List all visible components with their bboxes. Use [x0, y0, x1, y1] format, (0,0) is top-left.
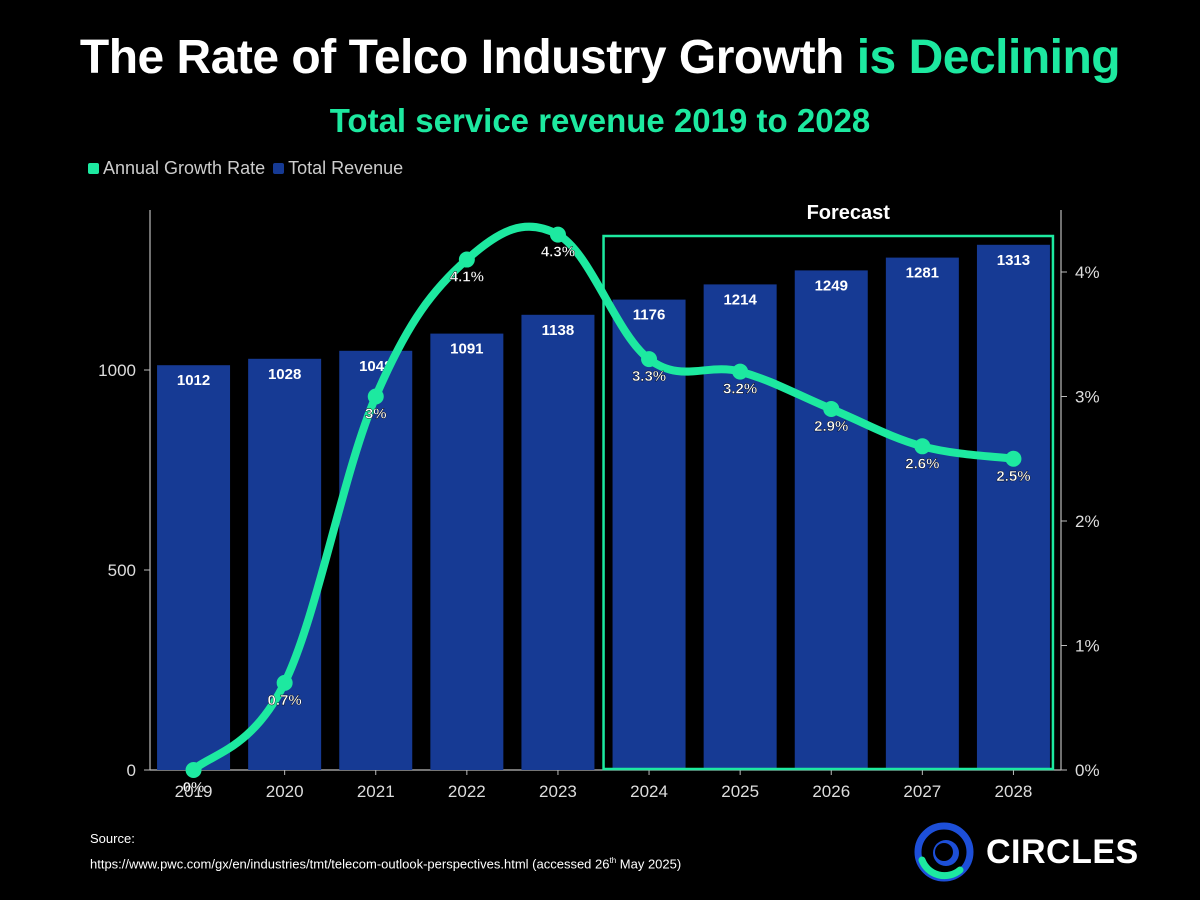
y-right-tick-label: 3% — [1075, 388, 1100, 407]
forecast-box — [602, 234, 1055, 771]
growth-value-label: 0% — [183, 779, 205, 796]
growth-point-2024[interactable] — [641, 351, 658, 368]
title-accent: is Declining — [856, 31, 1121, 84]
growth-point-2023[interactable] — [549, 226, 566, 243]
growth-value-label: 2.5% — [996, 468, 1030, 485]
growth-value-label: 3.2% — [723, 381, 757, 398]
bar-2025[interactable] — [703, 284, 777, 770]
growth-value-label: 3.3% — [632, 368, 666, 385]
source-citation: https://www.pwc.com/gx/en/industries/tmt… — [90, 850, 681, 875]
legend-label-revenue: Total Revenue — [288, 158, 404, 178]
x-tick-label: 2019 — [175, 782, 213, 801]
growth-value-label: 3% — [365, 406, 387, 423]
growth-value-label: 4.3% — [541, 244, 575, 261]
page-subtitle: Total service revenue 2019 to 2028 — [329, 102, 871, 139]
title-main: The Rate of Telco Industry Growth — [79, 31, 845, 84]
legend-item-growth[interactable]: Annual Growth Rate — [88, 158, 265, 179]
source-sup: th — [609, 856, 617, 865]
legend-swatch-revenue — [273, 163, 285, 174]
x-tick-label: 2020 — [266, 782, 304, 801]
bar-2022[interactable] — [430, 333, 504, 770]
y-left-tick-label: 0 — [127, 761, 136, 780]
growth-point-2019[interactable] — [185, 762, 202, 778]
bar-value-label: 1176 — [633, 307, 666, 324]
source-tail: May 2025) — [616, 856, 682, 872]
growth-point-2022[interactable] — [458, 251, 475, 268]
bar-2024[interactable] — [612, 299, 686, 770]
bar-2023[interactable] — [521, 314, 595, 770]
x-tick-label: 2022 — [448, 782, 486, 801]
growth-point-2025[interactable] — [732, 363, 749, 380]
source-label: Source: — [90, 831, 135, 846]
x-tick-label: 2026 — [812, 782, 850, 801]
y-right-tick-label: 0% — [1075, 761, 1100, 780]
growth-point-2026[interactable] — [823, 400, 840, 417]
bar-2020[interactable] — [248, 358, 322, 770]
growth-point-2028[interactable] — [1005, 450, 1022, 467]
growth-value-label: 2.9% — [814, 418, 848, 435]
bar-value-label: 1281 — [906, 265, 939, 282]
growth-value-label: 0.7% — [268, 692, 302, 709]
x-tick-label: 2021 — [357, 782, 395, 801]
y-left-tick-label: 1000 — [98, 361, 136, 380]
logo-text: CIRCLES — [986, 832, 1139, 871]
bar-value-label: 1028 — [268, 366, 301, 383]
y-right-tick-label: 1% — [1075, 637, 1100, 656]
bar-value-label: 1313 — [997, 252, 1030, 269]
bar-value-label: 1138 — [542, 322, 575, 339]
growth-value-label: 4.1% — [450, 269, 484, 286]
forecast-label: Forecast — [807, 202, 891, 224]
bar-2027[interactable] — [885, 257, 959, 771]
source-url[interactable]: https://www.pwc.com/gx/en/industries/tmt… — [90, 856, 610, 872]
brand-logo: CIRCLES — [914, 822, 1139, 882]
bar-value-label: 1249 — [815, 277, 848, 294]
source-note: Source: https://www.pwc.com/gx/en/indust… — [90, 828, 681, 875]
growth-point-2020[interactable] — [276, 674, 293, 691]
x-tick-label: 2024 — [630, 782, 668, 801]
x-tick-label: 2027 — [903, 782, 941, 801]
bar-2028[interactable] — [976, 244, 1050, 771]
legend-label-growth: Annual Growth Rate — [103, 158, 266, 178]
x-tick-label: 2025 — [721, 782, 759, 801]
growth-value-label: 2.6% — [905, 455, 939, 472]
bar-value-label: 1214 — [723, 291, 757, 308]
bar-2019[interactable] — [157, 365, 231, 770]
y-right-tick-label: 2% — [1075, 512, 1100, 531]
bar-value-label: 1091 — [450, 341, 483, 358]
legend-swatch-growth — [88, 163, 99, 174]
bar-2021[interactable] — [339, 350, 413, 770]
page-title: The Rate of Telco Industry Growth is Dec… — [0, 30, 1200, 85]
growth-point-2021[interactable] — [367, 388, 384, 405]
x-tick-label: 2028 — [995, 782, 1033, 801]
y-right-tick-label: 4% — [1075, 263, 1100, 282]
bar-value-label: 1012 — [177, 372, 210, 389]
y-left-tick-label: 500 — [108, 561, 136, 580]
circles-logo-icon — [914, 822, 974, 882]
x-tick-label: 2023 — [539, 782, 577, 801]
chart-legend: Annual Growth Rate Total Revenue — [88, 158, 411, 179]
legend-item-revenue[interactable]: Total Revenue — [273, 158, 403, 179]
growth-point-2027[interactable] — [914, 438, 931, 455]
bar-2026[interactable] — [794, 270, 868, 770]
